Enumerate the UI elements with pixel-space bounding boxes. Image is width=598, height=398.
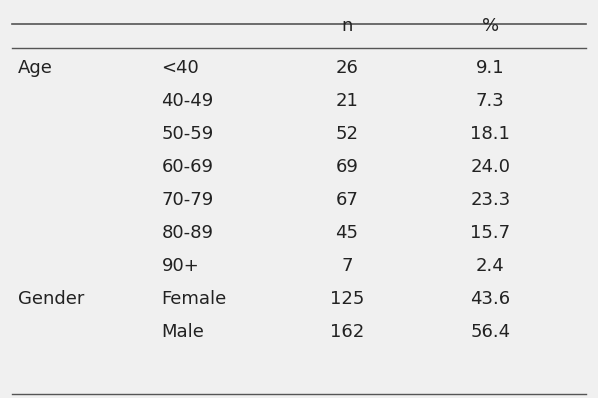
Text: 2.4: 2.4 (476, 257, 505, 275)
Text: 15.7: 15.7 (470, 224, 511, 242)
Text: 7.3: 7.3 (476, 92, 505, 110)
Text: 162: 162 (329, 323, 364, 341)
Text: 45: 45 (335, 224, 358, 242)
Text: 7: 7 (341, 257, 353, 275)
Text: %: % (482, 17, 499, 35)
Text: 26: 26 (335, 59, 358, 77)
Text: 18.1: 18.1 (471, 125, 510, 143)
Text: 69: 69 (335, 158, 358, 176)
Text: 56.4: 56.4 (470, 323, 511, 341)
Text: 9.1: 9.1 (476, 59, 505, 77)
Text: 70-79: 70-79 (161, 191, 213, 209)
Text: 21: 21 (335, 92, 358, 110)
Text: Female: Female (161, 290, 227, 308)
Text: 40-49: 40-49 (161, 92, 213, 110)
Text: 67: 67 (335, 191, 358, 209)
Text: 43.6: 43.6 (470, 290, 511, 308)
Text: Age: Age (18, 59, 53, 77)
Text: <40: <40 (161, 59, 199, 77)
Text: 80-89: 80-89 (161, 224, 213, 242)
Text: 90+: 90+ (161, 257, 199, 275)
Text: n: n (341, 17, 353, 35)
Text: Male: Male (161, 323, 205, 341)
Text: 50-59: 50-59 (161, 125, 213, 143)
Text: 60-69: 60-69 (161, 158, 213, 176)
Text: 52: 52 (335, 125, 358, 143)
Text: Gender: Gender (18, 290, 84, 308)
Text: 24.0: 24.0 (471, 158, 510, 176)
Text: 23.3: 23.3 (470, 191, 511, 209)
Text: 125: 125 (329, 290, 364, 308)
